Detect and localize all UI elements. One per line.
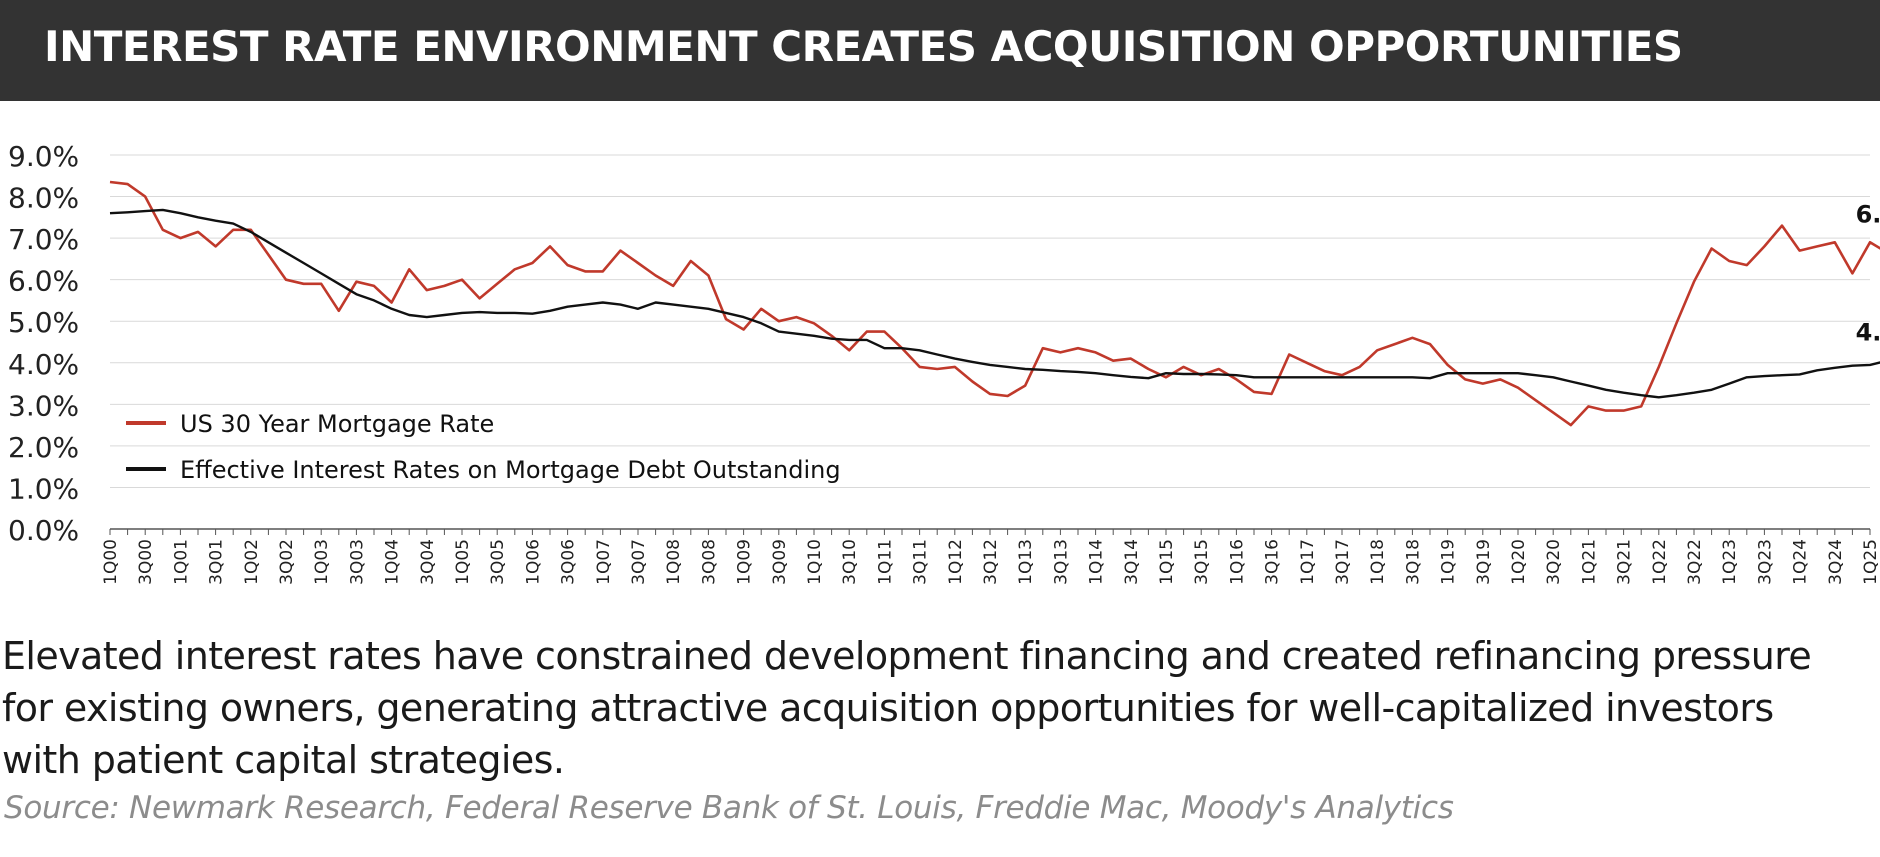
effective-rate-line [109, 208, 1880, 399]
x-tick-label: 1Q05 [453, 539, 473, 585]
x-tick-label: 3Q02 [277, 539, 297, 585]
x-tick-label: 3Q09 [770, 539, 790, 585]
x-tick-label: 3Q06 [559, 539, 579, 585]
x-tick-label: 1Q03 [312, 539, 332, 585]
line-chart: 0.0% 1.0% 2.0% 3.0% 4.0% 5.0% 6.0% 7.0% 8.0% 9.0%… [8, 140, 1880, 585]
x-tick-label: 1Q00 [101, 539, 121, 585]
x-tick-label: 3Q11 [911, 539, 931, 585]
x-tick-label: 1Q12 [946, 539, 966, 585]
x-tick-label: 3Q13 [1051, 539, 1071, 585]
x-tick-label: 3Q24 [1826, 539, 1846, 585]
y-tick-label: 5.0% [8, 306, 79, 339]
x-tick-label: 1Q04 [383, 539, 403, 585]
x-tick-label: 3Q07 [629, 539, 649, 585]
axes: 0.0% 1.0% 2.0% 3.0% 4.0% 5.0% 6.0% 7.0% 8.0% 9.0%… [8, 140, 1880, 585]
y-tick-label: 2.0% [8, 431, 79, 464]
x-tick-label: 3Q17 [1333, 539, 1353, 585]
x-tick-label: 1Q17 [1298, 539, 1318, 585]
x-tick-label: 1Q21 [1579, 539, 1599, 585]
x-tick-label: 3Q18 [1403, 539, 1423, 585]
x-tick-label: 3Q22 [1685, 539, 1705, 585]
x-tick-label: 1Q25 [1861, 539, 1880, 585]
x-tick-label: 3Q03 [347, 539, 367, 585]
source-note: Source: Newmark Research, Federal Reserv… [4, 790, 1454, 826]
x-tick-label: 3Q12 [981, 539, 1001, 585]
x-tick-label: 1Q16 [1227, 539, 1247, 585]
y-tick-label: 1.0% [8, 472, 79, 505]
x-tick-label: 1Q19 [1439, 539, 1459, 585]
x-tick-label: 1Q02 [242, 539, 262, 585]
legend-label-effective: Effective Interest Rates on Mortgage Deb… [180, 456, 841, 484]
x-tick-label: 1Q07 [594, 539, 614, 585]
effective-rate-end-label: 4.05% [1856, 319, 1880, 347]
y-tick-label: 6.0% [8, 265, 79, 298]
x-tick-label: 1Q18 [1368, 539, 1388, 585]
x-tick-label: 3Q20 [1544, 539, 1564, 585]
x-tick-label: 3Q15 [1192, 539, 1212, 585]
x-tick-label: 1Q08 [664, 539, 684, 585]
x-tick-label: 3Q16 [1263, 539, 1283, 585]
x-tick-label: 1Q01 [171, 539, 191, 585]
x-tick-label: 3Q21 [1615, 539, 1635, 585]
x-tick-label: 3Q14 [1122, 539, 1142, 585]
y-tick-label: 9.0% [8, 140, 79, 173]
y-tick-label: 0.0% [8, 514, 79, 547]
x-tick-label: 1Q13 [1016, 539, 1036, 585]
x-tick-label: 1Q14 [1087, 539, 1107, 585]
x-tick-label: 3Q19 [1474, 539, 1494, 585]
x-tick-label: 1Q09 [735, 539, 755, 585]
description-paragraph: Elevated interest rates have constrained… [2, 634, 1812, 782]
page-title: INTEREST RATE ENVIRONMENT CREATES ACQUIS… [44, 22, 1683, 71]
x-tick-label: 1Q22 [1650, 539, 1670, 585]
y-tick-label: 7.0% [8, 223, 79, 256]
mortgage-rate-line [109, 180, 1880, 427]
x-tick-label: 1Q20 [1509, 539, 1529, 585]
mortgage-rate-end-label: 6.65% [1856, 201, 1880, 229]
x-tick-label: 1Q23 [1720, 539, 1740, 585]
y-tick-label: 8.0% [8, 182, 79, 215]
x-tick-label: 3Q08 [699, 539, 719, 585]
x-tick-label: 3Q00 [136, 539, 156, 585]
x-tick-label: 1Q24 [1791, 539, 1811, 585]
series-lines [109, 180, 1880, 427]
x-tick-label: 1Q15 [1157, 539, 1177, 585]
header-bar: INTEREST RATE ENVIRONMENT CREATES ACQUIS… [0, 0, 1880, 101]
x-tick-label: 3Q10 [840, 539, 860, 585]
y-tick-label: 4.0% [8, 348, 79, 381]
x-tick-label: 3Q04 [418, 539, 438, 585]
x-tick-label: 1Q11 [875, 539, 895, 585]
data-labels: 6.65% 4.05% [1856, 201, 1880, 347]
x-tick-label: 1Q10 [805, 539, 825, 585]
x-tick-label: 3Q01 [207, 539, 227, 585]
x-tick-label: 1Q06 [523, 539, 543, 585]
legend: US 30 Year Mortgage Rate Effective Intere… [126, 410, 841, 484]
legend-label-mortgage: US 30 Year Mortgage Rate [180, 410, 494, 438]
y-tick-label: 3.0% [8, 389, 79, 422]
x-tick-label: 3Q05 [488, 539, 508, 585]
x-tick-label: 3Q23 [1755, 539, 1775, 585]
